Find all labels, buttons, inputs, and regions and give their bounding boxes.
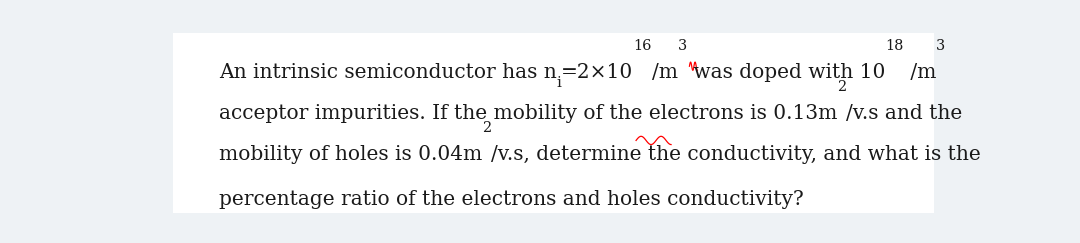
Text: 16: 16 xyxy=(634,38,652,52)
Text: was doped with 10: was doped with 10 xyxy=(687,63,886,82)
Text: /m: /m xyxy=(904,63,936,82)
Text: 2: 2 xyxy=(837,80,847,94)
Text: i: i xyxy=(556,76,562,90)
Text: /m: /m xyxy=(652,63,678,82)
Text: acceptor impurities. If the mobility of the electrons is 0.13m: acceptor impurities. If the mobility of … xyxy=(218,104,837,123)
Text: 3: 3 xyxy=(936,38,946,52)
Text: =2×10: =2×10 xyxy=(562,63,634,82)
Text: mobility of holes is 0.04m: mobility of holes is 0.04m xyxy=(218,145,482,164)
Text: An intrinsic semiconductor has n: An intrinsic semiconductor has n xyxy=(218,63,556,82)
FancyBboxPatch shape xyxy=(173,33,934,213)
Text: 2: 2 xyxy=(482,121,491,135)
Text: percentage ratio of the electrons and holes conductivity?: percentage ratio of the electrons and ho… xyxy=(218,190,804,209)
Text: /v.s, determine the conductivity, and what is the: /v.s, determine the conductivity, and wh… xyxy=(491,145,981,164)
Text: 18: 18 xyxy=(886,38,904,52)
Text: 3: 3 xyxy=(678,38,687,52)
Text: /v.s and the: /v.s and the xyxy=(847,104,962,123)
